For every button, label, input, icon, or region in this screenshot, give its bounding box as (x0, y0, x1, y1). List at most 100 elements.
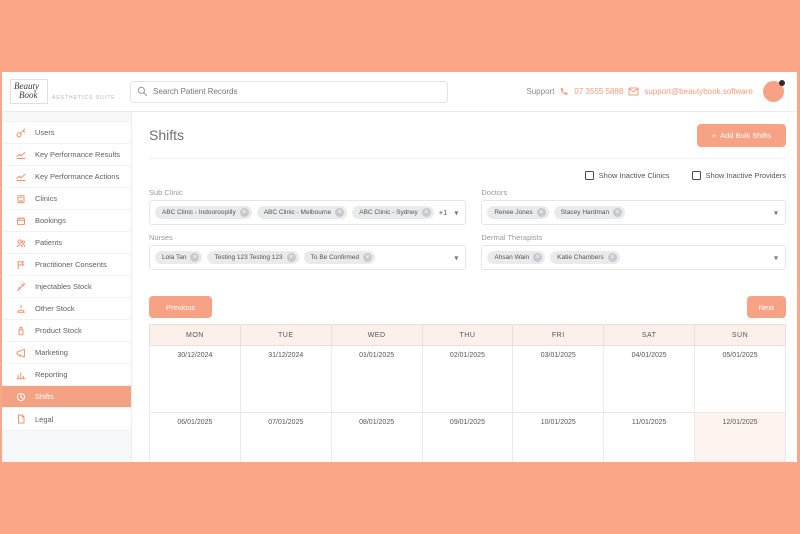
calendar-cell[interactable]: 30/12/2024 (149, 345, 241, 413)
cell-date: 07/01/2025 (268, 419, 304, 426)
calendar-week-row: 06/01/2025 07/01/2025 08/01/2025 09/01/2… (149, 412, 786, 462)
show-inactive-clinics-toggle[interactable]: Show Inactive Clinics (584, 171, 670, 180)
sidebar-item-patients[interactable]: Patients (2, 232, 131, 254)
avatar[interactable] (763, 80, 785, 102)
page-title: Shifts (149, 127, 185, 143)
chevron-down-icon[interactable]: ▾ (773, 253, 778, 262)
calendar-day-header: THU (421, 324, 514, 346)
calendar-cell[interactable]: 31/12/2024 (239, 345, 332, 413)
calendar-cell-highlighted[interactable]: 12/01/2025 (694, 412, 786, 462)
sidebar-item-label: Shifts (35, 392, 54, 401)
sidebar-item-clinics[interactable]: Clinics (2, 188, 131, 210)
doctors-multiselect[interactable]: Renee Jones × Stacey Hardman × ▾ (481, 200, 786, 225)
sidebar-item-practitioner-consents[interactable]: Practitioner Consents (2, 254, 131, 276)
shifts-calendar: MON TUE WED THU FRI SAT SUN 30/12/2024 3 (149, 324, 786, 462)
sidebar-item-label: Legal (35, 414, 54, 424)
sidebar-item-key-performance-actions[interactable]: Key Performance Actions (2, 166, 131, 188)
previous-week-button[interactable]: Previous (149, 296, 213, 318)
calendar-cell[interactable]: 03/01/2025 (512, 345, 605, 413)
chart-line-icon (15, 172, 26, 182)
calendar-cell[interactable]: 10/01/2025 (512, 412, 605, 462)
calendar-cell[interactable]: 09/01/2025 (421, 412, 514, 462)
chip-label: Ahsan Wain (494, 254, 530, 261)
add-bulk-shifts-button[interactable]: + Add Bulk Shifts (696, 123, 786, 147)
sub-clinic-multiselect[interactable]: ABC Clinic - Indooroopilly × ABC Clinic … (149, 200, 467, 225)
week-pagination: Previous Next (149, 296, 786, 318)
chip-label: ABC Clinic - Indooroopilly (162, 209, 236, 216)
toggle-row: Show Inactive Clinics Show Inactive Prov… (149, 159, 786, 188)
nurses-multiselect[interactable]: Lola Tan × Testing 123 Testing 123 × To … (149, 245, 467, 270)
checkbox-icon[interactable] (691, 171, 701, 180)
sidebar-item-label: Injectables Stock (35, 282, 92, 291)
sidebar-item-bookings[interactable]: Bookings (2, 210, 131, 232)
filters-grid: Sub Clinic ABC Clinic - Indooroopilly × … (149, 188, 786, 270)
sidebar-item-label: Product Stock (35, 326, 82, 335)
calendar-cell[interactable]: 02/01/2025 (421, 345, 514, 413)
sidebar-item-product-stock[interactable]: Product Stock (2, 320, 131, 342)
calendar-cell[interactable]: 04/01/2025 (603, 345, 696, 413)
chip-remove-icon[interactable]: × (286, 253, 296, 262)
chip-remove-icon[interactable]: × (363, 253, 373, 262)
cell-date: 01/01/2025 (359, 352, 395, 359)
sidebar: Users Key Performance Results (2, 112, 132, 462)
support-email-link[interactable]: support@beautybook.software (644, 87, 753, 96)
chip-remove-icon[interactable]: × (421, 208, 431, 217)
sidebar-item-label: Patients (35, 238, 63, 247)
chevron-down-icon[interactable]: ▾ (454, 208, 459, 217)
sidebar-item-shifts[interactable]: Shifts (2, 386, 131, 408)
sidebar-item-reporting[interactable]: Reporting (2, 364, 131, 386)
calendar-cell[interactable]: 07/01/2025 (239, 412, 332, 462)
chip-remove-icon[interactable]: × (335, 208, 345, 217)
filter-chip: To Be Confirmed × (303, 251, 376, 264)
calendar-day-header: FRI (512, 324, 605, 346)
chip-remove-icon[interactable]: × (613, 208, 623, 217)
chip-label: To Be Confirmed (310, 254, 360, 261)
chip-remove-icon[interactable]: × (536, 208, 546, 217)
consent-flag-icon (15, 260, 26, 270)
sidebar-item-injectables-stock[interactable]: Injectables Stock (2, 276, 131, 298)
sidebar-item-label: Key Performance Results (35, 150, 121, 159)
cell-date: 04/01/2025 (631, 352, 667, 359)
filter-label: Dermal Therapists (481, 233, 543, 242)
support-phone-link[interactable]: 07 3555 5888 (574, 87, 624, 96)
sidebar-item-label: Key Performance Actions (35, 172, 120, 181)
support-info: Support 07 3555 5888 support@beautybook.… (526, 87, 753, 97)
calendar-week-row: 30/12/2024 31/12/2024 01/01/2025 02/01/2… (149, 345, 786, 413)
next-week-button[interactable]: Next (746, 296, 786, 318)
calendar-cell[interactable]: 05/01/2025 (694, 345, 786, 413)
filter-label: Nurses (149, 233, 173, 242)
filter-chip: Renee Jones × (487, 206, 549, 219)
chip-remove-icon[interactable]: × (533, 253, 543, 262)
cell-date: 02/01/2025 (449, 352, 485, 359)
chip-remove-icon[interactable]: × (190, 253, 200, 262)
calendar-cell[interactable]: 06/01/2025 (149, 412, 241, 462)
sidebar-item-key-performance-results[interactable]: Key Performance Results (2, 144, 131, 166)
patients-people-icon (15, 238, 26, 248)
brand-line2: Book (19, 90, 38, 100)
filter-chip: ABC Clinic - Melbourne × (256, 206, 348, 219)
chip-remove-icon[interactable]: × (239, 208, 249, 217)
dermal-therapists-multiselect[interactable]: Ahsan Wain × Katie Chambers × ▾ (481, 245, 786, 270)
chevron-down-icon[interactable]: ▾ (454, 253, 459, 262)
sidebar-item-label: Users (35, 128, 55, 137)
checkbox-icon[interactable] (584, 171, 594, 180)
report-chart-icon (15, 370, 26, 380)
clinic-building-icon (15, 194, 26, 204)
show-inactive-providers-toggle[interactable]: Show Inactive Providers (691, 171, 786, 180)
sidebar-item-legal[interactable]: Legal (2, 408, 131, 430)
cell-date: 08/01/2025 (359, 419, 395, 426)
product-bottle-icon (15, 326, 26, 336)
calendar-day-header: SUN (694, 324, 786, 346)
calendar-icon (15, 216, 26, 226)
sidebar-item-other-stock[interactable]: Other Stock (2, 298, 131, 320)
calendar-cell[interactable]: 08/01/2025 (330, 412, 423, 462)
chevron-down-icon[interactable]: ▾ (773, 208, 778, 217)
search-input[interactable] (130, 80, 448, 103)
calendar-cell[interactable]: 01/01/2025 (330, 345, 423, 413)
sidebar-item-marketing[interactable]: Marketing (2, 342, 131, 364)
calendar-cell[interactable]: 11/01/2025 (603, 412, 696, 462)
sidebar-item-users[interactable]: Users (2, 122, 131, 144)
support-label: Support (526, 87, 555, 96)
chip-remove-icon[interactable]: × (607, 253, 617, 262)
sidebar-item-label: Other Stock (35, 304, 75, 313)
